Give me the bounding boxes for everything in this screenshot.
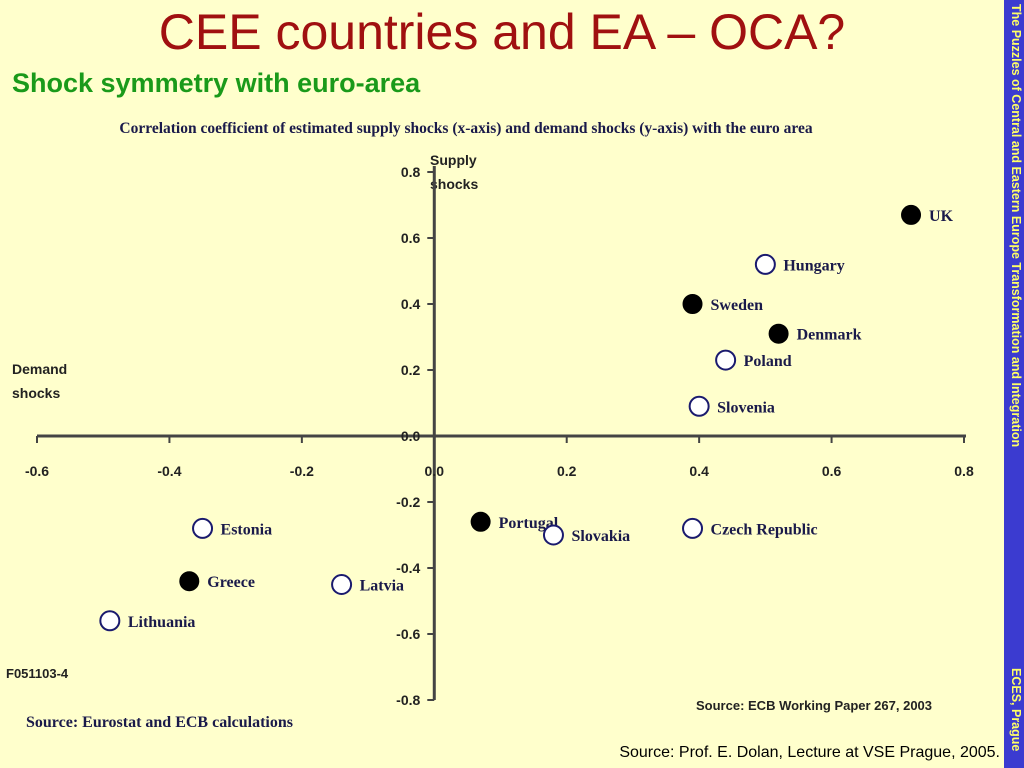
data-point-uk: UK (901, 204, 954, 225)
point-label: Lithuania (128, 614, 196, 631)
point-label: Portugal (499, 515, 559, 532)
y-tick-label: -0.8 (396, 692, 420, 708)
x-tick-label: -0.4 (157, 463, 181, 479)
axis-label-line: shocks (12, 385, 60, 401)
tick-labels: -0.6 -0.4 -0.2 0.0 0.2 0.4 0.6 0.8 0.8 0.6 0.4 0.2 0… (25, 164, 974, 708)
point-label: Czech Republic (711, 521, 818, 538)
chart-source-left: Source: Eurostat and ECB calculations (26, 714, 293, 731)
point-marker (688, 395, 710, 417)
point-label: Estonia (221, 521, 273, 538)
axis-label-line: Supply (430, 152, 477, 168)
scatter-chart: Correlation coefficient of estimated sup… (6, 120, 974, 731)
x-tick-label: 0.4 (689, 463, 709, 479)
data-point-estonia: Estonia (192, 517, 273, 539)
y-axis-label: Supply shocks (430, 152, 478, 192)
point-label: UK (929, 208, 954, 225)
point-label: Slovakia (571, 528, 630, 545)
point-marker (331, 574, 353, 595)
point-marker (682, 294, 703, 314)
y-tick-label: 0.2 (401, 362, 421, 378)
y-tick-label: 0.6 (401, 230, 421, 246)
side-bar (1004, 0, 1024, 768)
point-label: Latvia (360, 578, 404, 595)
chart-title: Correlation coefficient of estimated sup… (119, 120, 812, 137)
x-tick-label: 0.2 (557, 463, 577, 479)
axes (36, 166, 966, 701)
data-point-poland: Poland (715, 349, 792, 371)
data-points: UK Hungary Sweden Denmark Poland Slovenia Port… (99, 204, 954, 632)
data-point-hungary: Hungary (754, 253, 845, 275)
y-tick-label: -0.6 (396, 626, 420, 642)
point-marker (754, 253, 776, 275)
axis-label-line: Demand (12, 361, 67, 377)
axis-label-line: shocks (430, 176, 478, 192)
y-tick-label: 0.4 (401, 296, 421, 312)
x-tick-label: -0.2 (290, 463, 314, 479)
point-marker (179, 571, 200, 592)
point-label: Poland (744, 353, 792, 370)
point-label: Hungary (783, 257, 844, 274)
data-point-czech-republic: Czech Republic (682, 517, 818, 539)
point-label: Denmark (797, 327, 862, 344)
slide-title: CEE countries and EA – OCA? (158, 4, 846, 60)
point-marker (542, 524, 564, 546)
footer-source: Source: Prof. E. Dolan, Lecture at VSE P… (619, 744, 1000, 761)
y-tick-label: 0.8 (401, 164, 421, 180)
point-marker (192, 517, 214, 539)
data-point-slovakia: Slovakia (542, 524, 630, 546)
slide-subtitle: Shock symmetry with euro-area (12, 68, 421, 98)
point-marker (470, 511, 491, 532)
data-point-lithuania: Lithuania (99, 610, 196, 632)
chart-source-right: Source: ECB Working Paper 267, 2003 (696, 698, 932, 713)
point-marker (901, 204, 922, 225)
x-tick-label: -0.6 (25, 463, 49, 479)
data-point-latvia: Latvia (331, 574, 404, 595)
point-marker (715, 349, 737, 371)
data-point-denmark: Denmark (768, 323, 862, 344)
x-axis-label: Demand shocks (12, 361, 67, 401)
data-point-slovenia: Slovenia (688, 395, 775, 417)
x-tick-label: 0.8 (954, 463, 974, 479)
side-bar-title: The Puzzles of Central and Eastern Europ… (1009, 4, 1023, 448)
side-bar-org: ECES, Prague (1009, 668, 1023, 752)
x-tick-label: 0.0 (425, 463, 445, 479)
point-marker (682, 517, 704, 539)
point-label: Sweden (711, 297, 764, 314)
data-point-sweden: Sweden (682, 294, 764, 314)
y-tick-label: 0.0 (401, 428, 421, 444)
point-marker (768, 323, 789, 344)
point-label: Greece (207, 574, 255, 591)
y-tick-label: -0.2 (396, 494, 420, 510)
data-point-portugal: Portugal (470, 511, 559, 532)
y-tick-label: -0.4 (396, 560, 420, 576)
point-marker (99, 610, 121, 632)
chart-code: F051103-4 (6, 666, 69, 681)
data-point-greece: Greece (179, 571, 255, 592)
x-tick-label: 0.6 (822, 463, 842, 479)
point-label: Slovenia (717, 399, 775, 416)
